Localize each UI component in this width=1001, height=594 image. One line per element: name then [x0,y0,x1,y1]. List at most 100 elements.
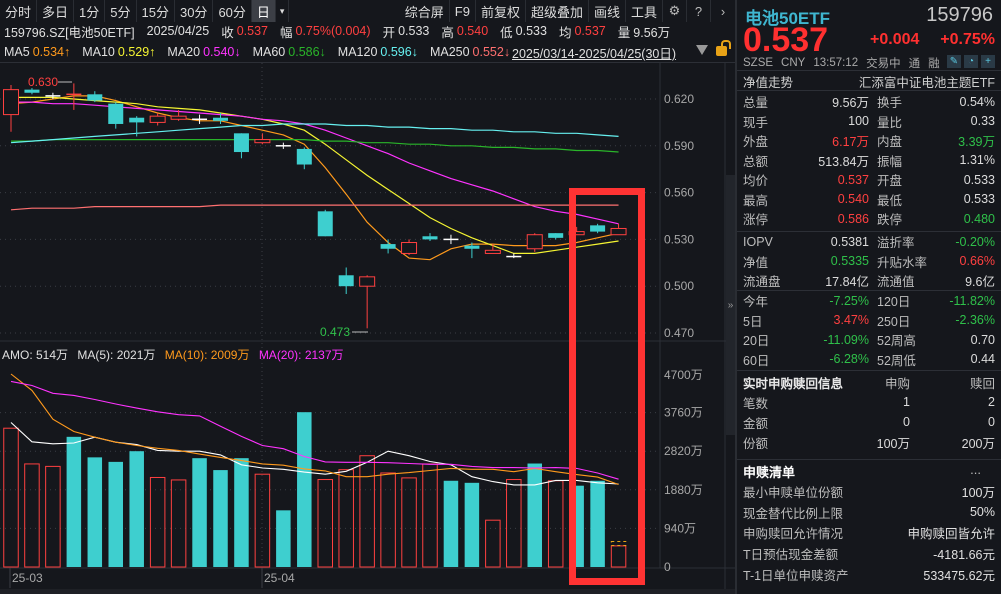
quote-panel: 电池50ETF 159796 0.537 +0.004 +0.75% SZSE … [735,0,1001,594]
gear-icon[interactable]: ⚙ [663,0,687,22]
divider [737,290,1001,291]
svg-text:25-03: 25-03 [12,571,43,585]
stat-row: 20日 -11.09% 52周高 0.70 [743,330,995,350]
last-price: 0.537 [743,21,829,59]
stat-value: 0.33 [970,114,995,129]
kline-chart[interactable]: 0.620 0.590 0.560 0.530 0.500 0.470 4700万 3760万… [0,63,735,594]
tools-button[interactable]: 工具 [626,0,663,22]
lock-icon[interactable] [716,46,727,56]
draw-line-button[interactable]: 画线 [589,0,626,22]
svg-text:25-04: 25-04 [264,571,295,585]
list-item-label: 申购赎回允许情况 [743,527,844,542]
f9-button[interactable]: F9 [450,0,476,22]
stat-label: 开盘 [877,174,903,189]
list-item: T-1日单位申赎资产 533475.62元 [743,564,995,585]
stat-label: 升贴水率 [877,255,928,270]
period-tab-60min[interactable]: 60分 [213,0,252,22]
stat-label: 跌停 [877,213,903,228]
ma250-label: MA250 [429,45,470,59]
period-tab-1min[interactable]: 1分 [74,0,106,22]
stat-value: -6.28% [829,352,869,367]
stat-value: 0.54% [959,94,995,109]
stat-value: 0.533 [963,172,995,187]
divider [737,70,1001,71]
open-value: 0.533 [398,24,430,38]
plus-icon[interactable]: + [981,55,995,68]
row-label: 笔数 [743,396,769,411]
list-item: 申购赎回允许情况 申购赎回皆允许 [743,523,995,544]
period-dropdown[interactable]: ▾ [276,0,290,22]
stat-value: 0.5381 [830,234,869,249]
period-tab-5min[interactable]: 5分 [105,0,137,22]
expand-panel-handle[interactable]: » [726,175,735,435]
date-range-selector[interactable]: 2025/03/14-2025/04/25(30日) [512,47,677,61]
quote-info-line: 159796.SZ[电池50ETF] 2025/04/25 收 0.537 幅 … [4,22,673,40]
more-button[interactable]: ... [970,462,981,477]
period-tab-intraday[interactable]: 分时 [0,0,38,22]
ma120-value: 0.596↓ [380,45,418,59]
amo-ma20-value: MA(20): 2137万 [258,348,344,362]
stat-row: 60日 -6.28% 52周低 0.44 [743,350,995,370]
ma20-label: MA20 [167,45,201,59]
sub-redeem-row: 金额 0 0 [743,412,995,432]
stat-label: 振幅 [877,154,903,169]
stat-label: 250日 [877,314,911,329]
stat-label: IOPV [743,234,773,249]
super-overlay-button[interactable]: 超级叠加 [526,0,589,22]
trading-status: 交易中 [866,58,901,70]
svg-text:4700万: 4700万 [664,368,703,382]
forward-adjust-button[interactable]: 前复权 [476,0,526,22]
subscribe-value: 0 [903,415,910,429]
stat-value: -7.25% [829,293,869,308]
nav-trend-label[interactable]: 净值走势 [743,76,794,90]
chevron-right-icon[interactable]: › [720,3,726,19]
range-dropdown-icon[interactable] [696,45,708,55]
high-value: 0.540 [456,24,489,38]
stat-row: 总额 513.84万 振幅 1.31% [743,151,995,171]
ma10-label: MA10 [82,45,115,59]
stat-row: 5日 3.47% 250日 -2.36% [743,311,995,331]
stat-label: 现手 [743,115,769,130]
composite-screen-button[interactable]: 综合屏 [400,0,450,22]
amo-ma5-value: MA(5): 2021万 [77,348,156,362]
stat-label: 最低 [877,193,903,208]
stat-value: -11.09% [823,332,869,347]
currency-label: CNY [781,57,806,69]
amo-value: AMO: 514万 [2,348,69,362]
edit-icon[interactable]: ✎ [947,55,961,68]
list-item-label: 现金替代比例上限 [743,506,844,521]
bottom-scrollbar[interactable] [0,589,735,594]
row-label: 份额 [743,436,769,451]
stat-value: 3.39万 [958,135,995,150]
stat-label: 60日 [743,353,770,368]
stat-label: 内盘 [877,135,903,150]
list-item: T日预估现金差额 -4181.66元 [743,543,995,564]
svg-text:0.620: 0.620 [664,92,694,106]
amo-legend: AMO: 514万 MA(5): 2021万 MA(10): 2009万 MA(… [2,346,350,363]
price-change-pct: +0.75% [940,31,995,48]
redeem-column-header: 赎回 [969,376,995,391]
nav-trend-row[interactable]: 净值走势 汇添富中证电池主题ETF [743,72,995,91]
redeem-value: 200万 [961,436,995,451]
redemption-list-header: 申赎清单 ... [743,462,995,481]
stat-label: 20日 [743,334,770,349]
help-icon[interactable]: ? [687,0,711,22]
high-label: 高 [441,25,454,40]
stat-label: 总额 [743,154,769,169]
divider [737,370,1001,371]
exchange-label: SZSE [743,57,774,69]
stat-value: 0.533 [963,192,995,207]
bell-icon[interactable]: ◔ [964,55,978,68]
svg-text:0.473: 0.473 [320,325,350,339]
svg-text:0.500: 0.500 [664,279,694,293]
period-tab-daily[interactable]: 日 [251,0,276,22]
list-item-label: T日预估现金差额 [743,548,839,563]
connect-flag: 通 [908,58,921,70]
period-tab-multiday[interactable]: 多日 [37,0,75,22]
period-tab-30min[interactable]: 30分 [175,0,214,22]
stat-label: 总量 [743,96,769,111]
fund-full-name: 汇添富中证电池主题ETF [858,76,995,90]
stat-label: 最高 [743,193,769,208]
period-tab-15min[interactable]: 15分 [137,0,175,22]
svg-text:0.560: 0.560 [664,186,694,200]
